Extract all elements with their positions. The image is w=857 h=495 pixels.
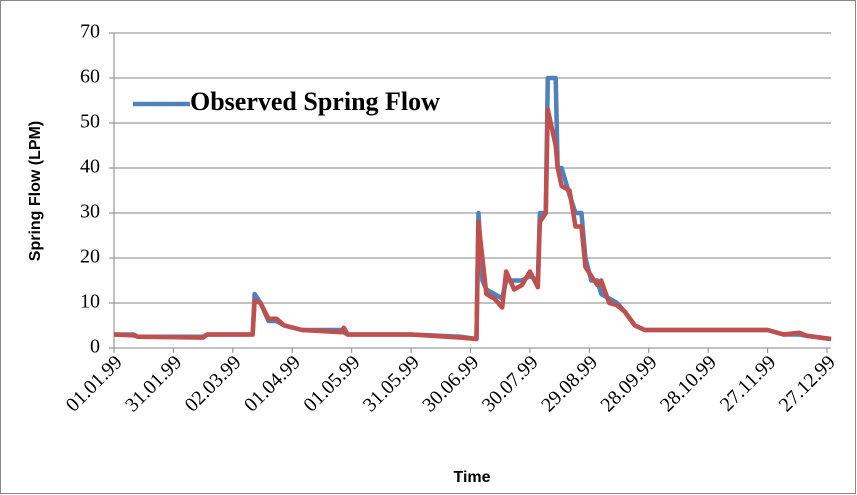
x-axis-title: Time	[453, 469, 490, 486]
y-tick-label: 40	[80, 156, 100, 178]
y-tick-label: 10	[80, 291, 100, 313]
data-line	[113, 107, 832, 342]
y-tick-label: 60	[80, 66, 100, 88]
y-tick-label: 70	[80, 21, 100, 43]
y-tick-label: 0	[90, 336, 100, 358]
y-tick-label: 50	[80, 111, 100, 133]
y-tick-label: 20	[80, 246, 100, 268]
legend-label: Observed Spring Flow	[190, 87, 440, 116]
y-axis-title: Spring Flow (LPM)	[27, 121, 44, 261]
y-tick-label: 30	[80, 201, 100, 223]
